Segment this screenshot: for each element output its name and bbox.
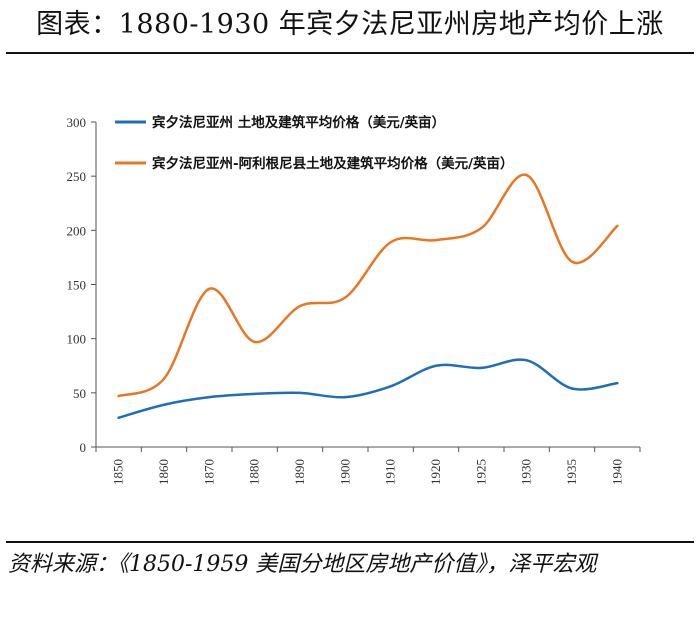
series-2-point [480, 226, 483, 230]
x-tick-label: 1930 [519, 459, 534, 485]
x-tick-label: 1850 [111, 459, 126, 485]
series-1-point [480, 366, 483, 370]
x-tick-label: 1920 [428, 459, 443, 485]
chart-axes: 0 50 100 150 200 250 300 1850 1860 1870 1880 1890 19… [67, 115, 641, 485]
chart-lines [117, 173, 619, 419]
bottom-divider [6, 541, 694, 543]
series-1-point [616, 381, 619, 385]
x-tick-label: 1900 [337, 459, 352, 485]
series-2-point [389, 241, 392, 244]
series-1-point [434, 364, 438, 367]
series-2-point [253, 340, 256, 344]
series-1-point [344, 395, 347, 399]
series-2-point [525, 173, 528, 177]
series-line-2 [117, 173, 619, 398]
y-tick-label: 0 [80, 440, 87, 455]
y-tick-label: 300 [67, 115, 87, 130]
series-2-point [208, 287, 211, 291]
y-tick-label: 150 [67, 278, 87, 293]
series-1-point [389, 385, 392, 388]
x-tick-label: 1860 [156, 459, 171, 485]
x-tick-label: 1940 [609, 459, 624, 485]
top-divider [6, 52, 694, 54]
series-2-point [434, 238, 438, 242]
x-tick-label: 1880 [247, 459, 262, 485]
source-note: 资料来源：《1850-1959 美国分地区房地产价值》，泽平宏观 [8, 552, 597, 577]
x-tick-label: 1935 [564, 459, 579, 485]
y-tick-label: 250 [67, 169, 87, 184]
y-tick-label: 200 [67, 223, 87, 238]
series-1-point [298, 391, 302, 395]
y-tick-label: 50 [73, 386, 86, 401]
x-tick-label: 1870 [201, 459, 216, 485]
series-1-point [162, 403, 166, 406]
series-1-point [253, 392, 256, 396]
x-tick-label: 1890 [292, 459, 307, 485]
y-tick-label: 100 [67, 332, 87, 347]
series-2-point [570, 260, 574, 263]
chart-title: 图表：1880-1930 年宾夕法尼亚州房地产均价上涨 [36, 9, 664, 40]
series-1-point [117, 416, 120, 419]
series-2-point [616, 224, 619, 228]
x-tick-label: 1910 [383, 459, 398, 485]
series-1-point [208, 395, 211, 399]
legend-label-2: 宾夕法尼亚州-阿利根尼县土地及建筑平均价格（美元/英亩） [152, 155, 514, 172]
legend-label-1: 宾夕法尼亚州 土地及建筑平均价格（美元/英亩） [152, 114, 445, 131]
series-1-point [570, 387, 574, 390]
line-chart: 0 50 100 150 200 250 300 1850 1860 1870 1880 1890 19… [67, 114, 641, 485]
series-1-point [525, 359, 528, 362]
x-tick-label: 1925 [473, 459, 488, 485]
series-2-point [344, 296, 347, 299]
series-2-point [298, 304, 302, 308]
chart-legend: 宾夕法尼亚州 土地及建筑平均价格（美元/英亩） 宾夕法尼亚州-阿利根尼县土地及建筑… [115, 114, 514, 172]
series-2-point [117, 394, 120, 398]
series-2-point [162, 377, 166, 380]
series-line-1 [117, 358, 619, 419]
